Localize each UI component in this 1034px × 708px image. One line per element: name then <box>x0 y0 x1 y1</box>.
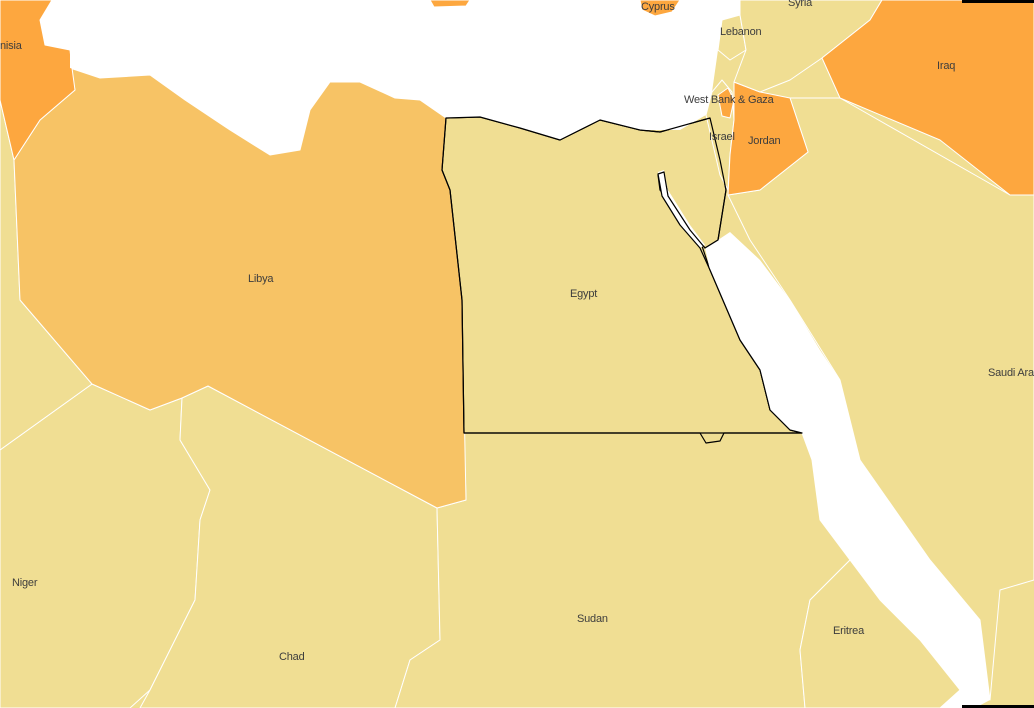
label-west-bank-gaza: West Bank & Gaza <box>684 94 775 106</box>
country-west-bank-gaza[interactable] <box>717 87 735 119</box>
frame-edge-bottom <box>962 705 1034 708</box>
gulf-of-suez <box>658 170 705 248</box>
frame-edge-top <box>962 0 1034 3</box>
label-chad: Chad <box>279 651 305 663</box>
label-niger: Niger <box>12 577 38 589</box>
label-cyprus: Cyprus <box>641 1 675 13</box>
label-jordan: Jordan <box>748 135 781 147</box>
label-tunisia: nisia <box>0 40 23 52</box>
red-sea <box>705 232 990 708</box>
label-israel: Israel <box>709 131 735 143</box>
label-saudi-arabia: Saudi Ara <box>988 367 1034 379</box>
egypt-outline <box>441 116 803 444</box>
mediterranean-sea <box>40 0 740 155</box>
label-sudan: Sudan <box>577 613 608 625</box>
label-lebanon: Lebanon <box>720 26 762 38</box>
label-libya: Libya <box>248 273 274 285</box>
country-iraq[interactable] <box>821 0 1034 196</box>
label-iraq: Iraq <box>937 60 955 72</box>
label-eritrea: Eritrea <box>833 625 865 637</box>
country-cyprus[interactable] <box>639 0 681 17</box>
label-syria: Syria <box>788 0 813 9</box>
label-egypt: Egypt <box>570 288 597 300</box>
country-jordan[interactable] <box>727 81 809 196</box>
island-small <box>429 0 471 8</box>
